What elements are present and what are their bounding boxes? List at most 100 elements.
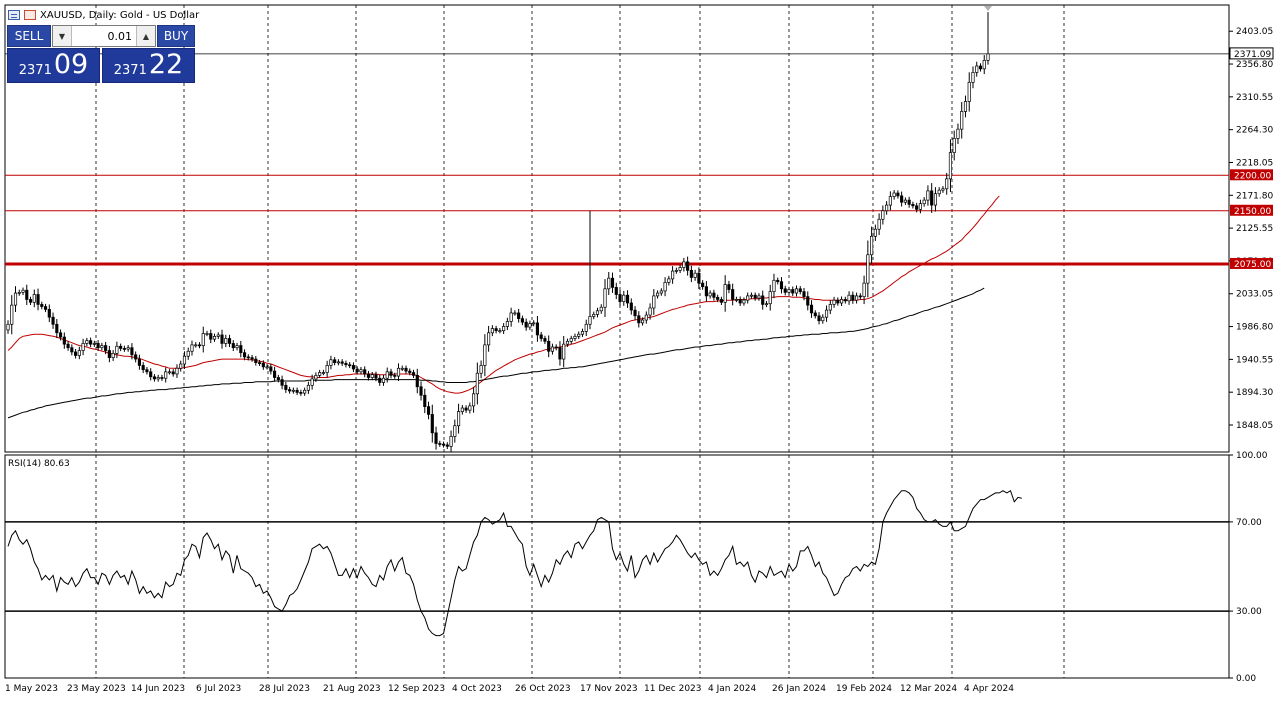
- candle-bullish: [640, 319, 645, 324]
- lot-size-input[interactable]: 0.01: [107, 29, 133, 43]
- candle-bullish: [81, 343, 85, 351]
- candle-bearish: [141, 365, 145, 371]
- candle-bearish: [366, 373, 371, 378]
- candle-bullish: [359, 369, 363, 373]
- lot-increase-icon[interactable]: ▲: [136, 26, 155, 46]
- candle-bullish: [329, 359, 333, 366]
- candle-bearish: [171, 371, 175, 375]
- candle-bullish: [381, 377, 386, 383]
- candle-bullish: [952, 138, 956, 153]
- candle-bearish: [430, 414, 434, 434]
- candle-bullish: [648, 307, 652, 316]
- candle-bullish: [960, 111, 964, 130]
- candle-bearish: [104, 345, 108, 351]
- candle-bearish: [625, 294, 630, 304]
- candle-bearish: [716, 296, 720, 300]
- candle-bullish: [205, 333, 209, 335]
- candle-bearish: [273, 370, 277, 378]
- candle-bearish: [441, 443, 446, 446]
- candle-bullish: [303, 389, 307, 394]
- candle-bearish: [494, 328, 498, 332]
- candle-bullish: [671, 270, 675, 280]
- candle-bullish: [967, 81, 971, 102]
- candle-bearish: [299, 392, 303, 394]
- candle-bearish: [284, 384, 288, 390]
- candle-bearish: [96, 343, 100, 349]
- candle-bullish: [644, 314, 648, 321]
- candle-bearish: [51, 316, 55, 325]
- last-bar-marker: [984, 6, 992, 11]
- lot-size-stepper[interactable]: ▼ 0.01 ▲: [52, 25, 156, 47]
- y-axis-tick-label: 1986.80: [1236, 323, 1273, 333]
- candle-bullish: [945, 178, 949, 190]
- candle-bearish: [524, 321, 528, 328]
- buy-price-big: 22: [148, 49, 184, 80]
- candle-bullish: [175, 367, 179, 375]
- candle-bullish: [212, 335, 217, 340]
- candle-bearish: [344, 362, 348, 366]
- candle-bearish: [727, 284, 731, 290]
- candle-bullish: [201, 333, 205, 346]
- rsi-axis-tick-label: 70.00: [1236, 518, 1262, 528]
- candle-bearish: [160, 377, 164, 379]
- candle-bullish: [749, 294, 754, 297]
- x-axis-tick-label: 4 Oct 2023: [452, 684, 502, 694]
- candle-bullish: [483, 344, 487, 366]
- candle-bullish: [652, 295, 656, 309]
- candle-bullish: [167, 371, 172, 374]
- x-axis-tick-label: 26 Oct 2023: [515, 684, 571, 694]
- buy-quote[interactable]: 2371 22: [102, 48, 195, 83]
- candle-bullish: [757, 295, 761, 299]
- candle-bullish: [10, 304, 14, 325]
- chart-window-icon[interactable]: [24, 10, 36, 20]
- candle-bullish: [918, 203, 922, 210]
- candle-bearish: [438, 443, 442, 445]
- buy-button[interactable]: BUY: [157, 25, 195, 47]
- candle-bullish: [490, 328, 494, 334]
- candle-bearish: [209, 333, 213, 340]
- candle-bullish: [498, 330, 502, 333]
- candle-bullish: [862, 282, 866, 297]
- candle-bullish: [794, 288, 799, 294]
- x-axis-tick-label: 28 Jul 2023: [259, 684, 310, 694]
- candle-bearish: [411, 372, 416, 376]
- candle-bullish: [656, 292, 660, 297]
- chart-list-icon[interactable]: [8, 10, 20, 20]
- candle-bearish: [28, 299, 33, 303]
- candle-bearish: [517, 312, 521, 319]
- candle-bearish: [280, 379, 284, 386]
- candle-bearish: [858, 295, 862, 298]
- candle-bearish: [231, 343, 235, 349]
- candle-bullish: [475, 372, 479, 395]
- candle-bullish: [126, 347, 130, 350]
- candle-bullish: [21, 289, 25, 293]
- y-axis-tick-label: 2033.05: [1236, 290, 1273, 300]
- candle-bearish: [712, 292, 716, 298]
- candle-bullish: [479, 365, 483, 374]
- candle-bullish: [580, 331, 585, 335]
- candle-bearish: [543, 338, 547, 342]
- level-label: 2075.00: [1234, 260, 1271, 270]
- candle-bullish: [502, 326, 506, 332]
- candle-bearish: [978, 65, 983, 70]
- sell-button[interactable]: SELL: [7, 25, 51, 47]
- candle-bearish: [404, 367, 408, 372]
- candle-bearish: [239, 345, 243, 354]
- candle-bullish: [768, 291, 772, 305]
- y-axis-tick-label: 1848.05: [1236, 421, 1273, 431]
- candle-bearish: [351, 365, 356, 370]
- candle-bearish: [911, 204, 915, 207]
- candle-bearish: [378, 377, 382, 383]
- candle-bullish: [734, 299, 738, 301]
- x-axis-tick-label: 23 May 2023: [67, 684, 126, 694]
- candle-bullish: [573, 335, 577, 339]
- x-axis-tick-label: 12 Mar 2024: [900, 684, 957, 694]
- candle-bullish: [824, 309, 829, 318]
- level-label-box: [1230, 204, 1273, 216]
- sell-quote[interactable]: 2371 09: [7, 48, 100, 83]
- candle-bullish: [449, 436, 453, 447]
- candle-bullish: [532, 322, 536, 325]
- candle-bearish: [817, 315, 821, 322]
- lot-dropdown-icon[interactable]: ▼: [53, 26, 72, 46]
